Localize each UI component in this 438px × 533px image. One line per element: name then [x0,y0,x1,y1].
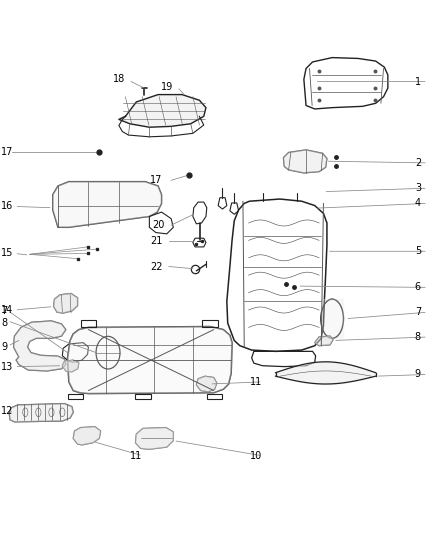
Polygon shape [315,336,333,346]
Text: 8: 8 [1,318,7,328]
Text: 10: 10 [250,451,262,461]
Text: 9: 9 [415,369,421,379]
Text: 2: 2 [415,158,421,168]
Text: 14: 14 [1,305,14,315]
Polygon shape [196,376,217,392]
Text: 17: 17 [1,148,14,157]
Text: 3: 3 [415,183,421,193]
Text: 11: 11 [250,377,262,387]
Polygon shape [119,94,206,127]
Text: 7: 7 [415,307,421,317]
Text: 19: 19 [161,82,173,92]
Text: 4: 4 [415,198,421,208]
Polygon shape [135,427,173,449]
Text: 20: 20 [152,220,165,230]
Polygon shape [73,426,101,445]
Text: 18: 18 [113,75,125,84]
Polygon shape [62,360,79,372]
Text: 12: 12 [1,406,14,416]
Polygon shape [53,182,162,228]
Text: 16: 16 [1,201,14,212]
Text: 1: 1 [415,77,421,86]
Text: 15: 15 [1,248,14,259]
Polygon shape [53,294,78,313]
Text: 17: 17 [150,175,162,185]
Text: 5: 5 [415,246,421,256]
Text: 9: 9 [1,342,7,352]
Text: 6: 6 [415,282,421,293]
Text: 7: 7 [1,306,7,316]
Polygon shape [321,299,343,338]
Text: 13: 13 [1,361,14,372]
Text: 8: 8 [415,332,421,342]
Polygon shape [67,327,232,393]
Polygon shape [9,403,73,422]
Text: 11: 11 [130,451,142,461]
Polygon shape [283,150,327,173]
Polygon shape [14,321,66,371]
Text: 22: 22 [150,262,162,271]
Text: 21: 21 [150,236,162,246]
